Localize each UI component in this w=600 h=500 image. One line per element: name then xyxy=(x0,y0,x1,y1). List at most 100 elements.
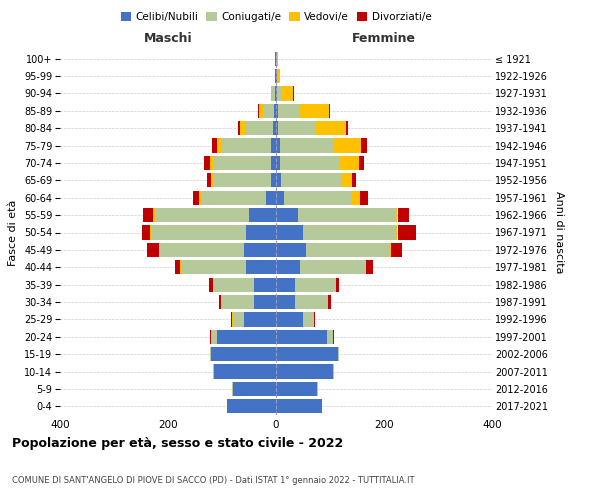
Bar xyxy=(276,312,303,326)
Bar xyxy=(295,278,335,292)
Bar xyxy=(263,104,274,118)
Bar xyxy=(275,86,276,101)
Bar xyxy=(338,347,339,362)
Bar xyxy=(227,399,276,413)
Bar xyxy=(159,243,160,257)
Bar xyxy=(341,173,352,188)
Bar xyxy=(328,295,331,309)
Bar xyxy=(276,104,278,118)
Bar xyxy=(271,86,272,101)
Bar xyxy=(217,330,276,344)
Bar xyxy=(210,347,211,362)
Bar xyxy=(280,138,334,152)
Bar xyxy=(306,243,389,257)
Bar xyxy=(233,382,276,396)
Bar xyxy=(212,138,217,152)
Bar xyxy=(276,295,295,309)
Bar xyxy=(271,138,276,152)
Bar xyxy=(361,138,367,152)
Bar xyxy=(232,382,233,396)
Bar xyxy=(303,226,395,239)
Bar xyxy=(147,243,159,257)
Bar xyxy=(328,330,332,344)
Bar xyxy=(395,208,397,222)
Bar xyxy=(153,208,155,222)
Bar xyxy=(209,330,211,344)
Bar xyxy=(244,243,276,257)
Bar xyxy=(208,173,211,188)
Bar xyxy=(160,243,244,257)
Text: Maschi: Maschi xyxy=(143,32,193,45)
Bar xyxy=(209,156,214,170)
Bar xyxy=(303,312,314,326)
Bar xyxy=(211,347,276,362)
Y-axis label: Fasce di età: Fasce di età xyxy=(8,200,19,266)
Bar xyxy=(398,226,416,239)
Bar xyxy=(276,347,338,362)
Bar xyxy=(337,278,339,292)
Bar xyxy=(152,226,247,239)
Bar xyxy=(202,190,266,205)
Bar xyxy=(276,364,332,378)
Bar xyxy=(352,173,356,188)
Bar xyxy=(333,330,334,344)
Bar xyxy=(274,121,276,136)
Bar xyxy=(366,260,373,274)
Bar xyxy=(359,156,364,170)
Bar xyxy=(276,399,322,413)
Bar xyxy=(284,190,352,205)
Bar xyxy=(389,243,391,257)
Bar xyxy=(211,330,217,344)
Bar xyxy=(278,104,299,118)
Bar xyxy=(352,190,360,205)
Legend: Celibi/Nubili, Coniugati/e, Vedovi/e, Divorziati/e: Celibi/Nubili, Coniugati/e, Vedovi/e, Di… xyxy=(116,8,436,26)
Bar xyxy=(395,226,397,239)
Bar xyxy=(238,121,240,136)
Bar xyxy=(283,86,293,101)
Bar xyxy=(398,208,409,222)
Bar xyxy=(247,260,276,274)
Y-axis label: Anni di nascita: Anni di nascita xyxy=(554,191,565,274)
Bar xyxy=(335,278,337,292)
Bar xyxy=(332,364,334,378)
Bar xyxy=(276,208,298,222)
Bar xyxy=(214,364,276,378)
Bar xyxy=(271,173,276,188)
Bar xyxy=(280,156,340,170)
Bar xyxy=(214,156,271,170)
Bar xyxy=(276,86,277,101)
Bar xyxy=(276,226,303,239)
Bar xyxy=(193,190,199,205)
Bar xyxy=(276,138,280,152)
Bar xyxy=(257,104,259,118)
Bar xyxy=(175,260,181,274)
Bar xyxy=(299,104,329,118)
Bar xyxy=(314,312,316,326)
Bar xyxy=(276,173,281,188)
Bar xyxy=(231,312,232,326)
Bar xyxy=(155,208,249,222)
Bar xyxy=(329,104,330,118)
Bar xyxy=(391,243,402,257)
Bar xyxy=(204,156,209,170)
Bar xyxy=(301,260,365,274)
Bar xyxy=(346,121,349,136)
Bar xyxy=(222,138,271,152)
Bar xyxy=(217,138,222,152)
Bar xyxy=(222,295,254,309)
Bar xyxy=(182,260,247,274)
Bar xyxy=(254,278,276,292)
Bar xyxy=(340,156,359,170)
Bar xyxy=(276,260,301,274)
Bar xyxy=(143,208,153,222)
Bar xyxy=(181,260,182,274)
Bar xyxy=(316,121,346,136)
Bar xyxy=(274,104,276,118)
Bar xyxy=(276,278,295,292)
Bar xyxy=(247,121,274,136)
Bar xyxy=(244,312,276,326)
Bar xyxy=(276,382,317,396)
Bar xyxy=(142,226,150,239)
Bar xyxy=(213,364,214,378)
Bar xyxy=(214,173,271,188)
